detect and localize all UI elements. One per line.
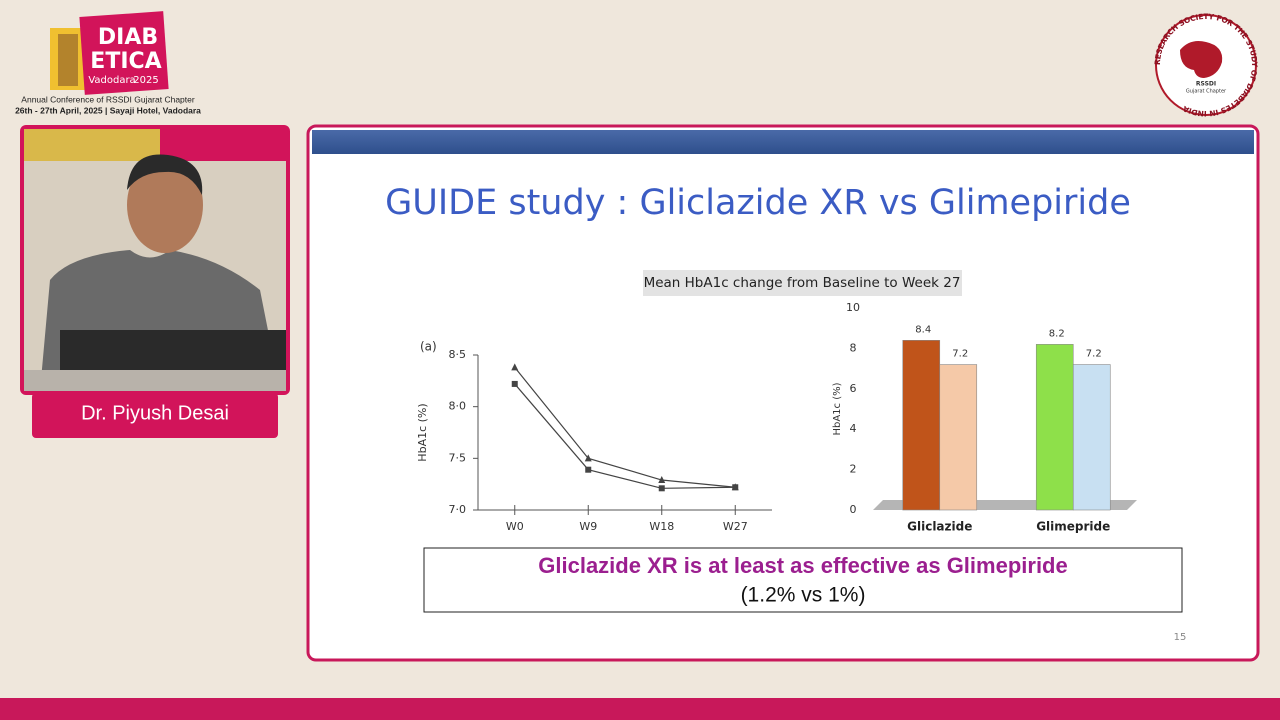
charts: 7·0 7·5 8·0 8·5 W0 W9 W18 W27 (a) HbA1c (%) 0 2 4 6 8 1… xyxy=(416,301,1137,534)
logo-tower xyxy=(58,34,78,86)
y-tick-label: 10 xyxy=(846,301,860,314)
podium-screen xyxy=(60,330,286,370)
speaker-hair xyxy=(127,154,203,195)
chart-title-box xyxy=(643,270,962,296)
speaker-name: Dr. Piyush Desai xyxy=(81,402,229,424)
speaker-video xyxy=(20,125,290,395)
panel-label: (a) xyxy=(420,340,437,354)
conclusion-box xyxy=(423,547,1183,613)
y-tick-label: 0 xyxy=(850,503,857,516)
slide-number: 15 xyxy=(1174,632,1187,643)
x-tick-label: Gliclazide xyxy=(907,520,972,534)
slide-header-band xyxy=(312,130,1254,154)
conference-dates: 26th - 27th April, 2025 | Sayaji Hotel, … xyxy=(15,105,201,115)
y-tick-label: 4 xyxy=(850,422,857,435)
value-label: 8.2 xyxy=(1049,328,1065,339)
conference-name: Annual Conference of RSSDI Gujarat Chapt… xyxy=(21,94,195,104)
bar xyxy=(939,364,978,511)
value-label: 8.4 xyxy=(915,324,931,335)
marker xyxy=(585,466,592,473)
y-axis-label: HbA1c (%) xyxy=(416,403,429,461)
bar xyxy=(1035,344,1074,511)
value-label: 7.2 xyxy=(1086,349,1102,360)
logo-name: RSSDI xyxy=(1196,81,1216,88)
x-tick-label: W0 xyxy=(506,520,524,533)
marker xyxy=(511,380,518,387)
marker xyxy=(511,363,519,371)
event-logo: DIAB ETICA Vadodara 2025 Annual Conferen… xyxy=(15,11,201,115)
conclusion: Gliclazide XR is at least as effective a… xyxy=(538,553,1067,578)
logo-text: ETICA xyxy=(90,49,161,74)
logo-map xyxy=(1180,41,1223,78)
y-tick-label: 6 xyxy=(850,382,857,395)
slide xyxy=(306,124,1260,662)
x-tick-label: W18 xyxy=(649,520,674,533)
name-plate xyxy=(32,393,278,438)
bottom-bar xyxy=(0,698,1280,720)
marker xyxy=(658,476,666,484)
society-logo: RESEARCH SOCIETY FOR THE STUDY OF DIABET… xyxy=(1153,12,1259,118)
bar xyxy=(1072,364,1111,511)
marker xyxy=(732,484,739,491)
y-tick-label: 7·5 xyxy=(449,451,467,464)
video-backdrop xyxy=(160,129,286,161)
podium xyxy=(24,370,286,391)
bar xyxy=(902,340,941,511)
chart-title: Mean HbA1c change from Baseline to Week … xyxy=(644,275,961,291)
x-tick-label: Glimepride xyxy=(1036,520,1110,534)
logo-chapter: Gujarat Chapter xyxy=(1186,89,1227,95)
y-tick-label: 2 xyxy=(850,463,857,476)
logo-box xyxy=(79,11,169,95)
logo-year: 2025 xyxy=(133,75,158,86)
y-axis-label: HbA1c (%) xyxy=(832,382,843,435)
marker xyxy=(584,454,592,462)
x-tick-label: W9 xyxy=(579,520,597,533)
value-label: 7.2 xyxy=(952,349,968,360)
slide-title: GUIDE study : Gliclazide XR vs Glimepiri… xyxy=(385,183,1131,223)
logo-text: DIAB xyxy=(98,25,158,50)
y-tick-label: 8 xyxy=(850,341,857,354)
logo-city: Vadodara xyxy=(88,75,135,86)
series-line xyxy=(514,383,736,489)
marker xyxy=(658,485,665,492)
y-tick-label: 8·0 xyxy=(449,400,467,413)
y-tick-label: 7·0 xyxy=(449,503,467,516)
conclusion-detail: (1.2% vs 1%) xyxy=(741,584,866,607)
speaker-head xyxy=(127,157,203,253)
series-line xyxy=(514,367,736,488)
x-tick-label: W27 xyxy=(723,520,748,533)
y-tick-label: 8·5 xyxy=(449,348,467,361)
